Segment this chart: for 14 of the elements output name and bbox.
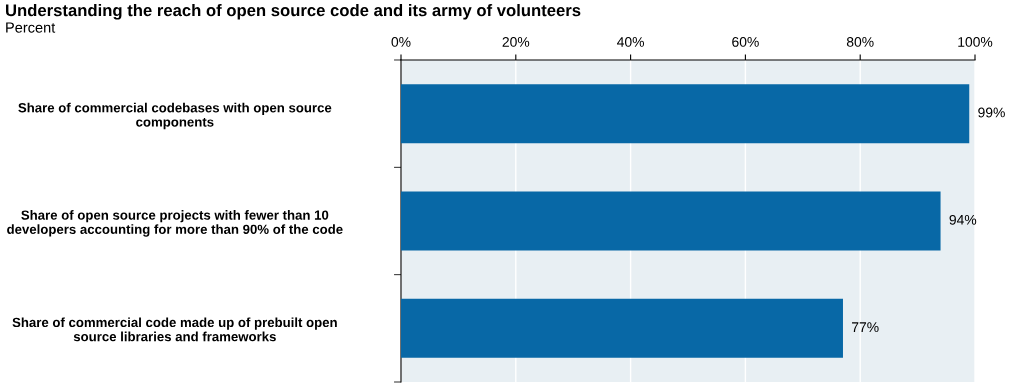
data-label: 77%: [852, 322, 879, 333]
y-tick-label: Share of open source projects with fewer than 10 developers accounting for more than 90% of the code: [7, 210, 343, 237]
y-tick-label: Share of commercial codebases with open source components: [18, 102, 332, 130]
y-tick-label: Share of commercial code made up of prebuilt open source libraries and frameworks: [12, 317, 337, 342]
data-label: 94%: [949, 214, 977, 225]
x-tick-label: 0%: [391, 37, 411, 47]
text: Percent: [6, 22, 56, 33]
x-tick-label: 60%: [732, 37, 759, 47]
x-tick-label: 20%: [502, 37, 530, 47]
x-tick-label: 100%: [958, 37, 993, 47]
chart-title: Understanding the reach of open source code and its army of volunteers: [6, 4, 581, 20]
data-label: 99%: [978, 107, 1005, 118]
x-tick-label: 40%: [617, 37, 645, 47]
x-tick-label: 80%: [846, 37, 874, 47]
